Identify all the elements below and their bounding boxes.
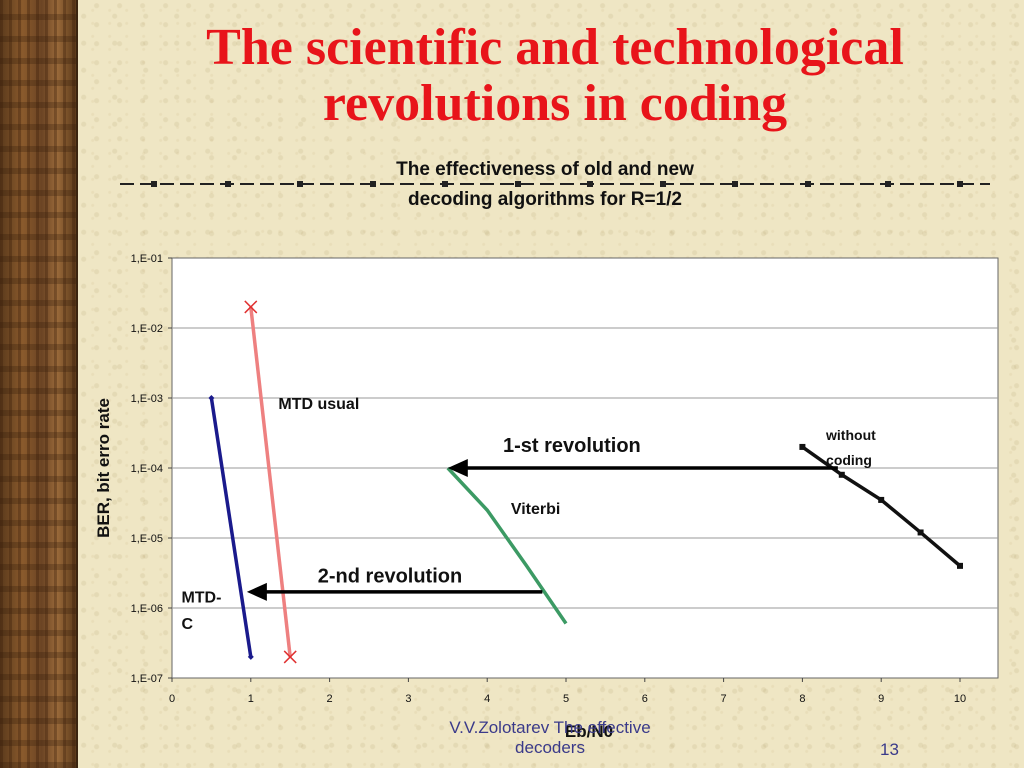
data-point-without-coding <box>838 471 845 478</box>
series-line-mtd-usual <box>249 306 292 658</box>
data-point-mtd-c <box>208 395 215 401</box>
chart-title-line-1: The effectiveness of old and new <box>396 159 694 180</box>
annotation-c: C <box>181 616 193 633</box>
footer-credit: V.V.Zolotarev The effective decoders <box>420 718 680 758</box>
x-tick-label: 3 <box>405 693 411 705</box>
x-tick-label: 5 <box>563 693 569 705</box>
chart-title-line-2: decoding algorithms for R=1/2 <box>408 189 682 210</box>
data-point-without-coding <box>917 529 924 536</box>
arrow-head-2-nd-revolution <box>246 582 267 601</box>
y-tick-label: 1,E-02 <box>131 323 163 335</box>
x-tick-label: 1 <box>248 693 254 705</box>
x-tick-label: 10 <box>954 693 966 705</box>
y-axis-label: BER, bit erro rate <box>94 398 113 538</box>
data-point-mtd-usual <box>244 300 258 314</box>
x-tick-label: 8 <box>799 693 805 705</box>
footer-line-1: V.V.Zolotarev The effective <box>449 718 651 737</box>
y-tick-label: 1,E-01 <box>131 253 163 265</box>
title-line-1: The scientific and technological <box>206 19 904 76</box>
annotation-coding: coding <box>826 452 872 468</box>
slide-title: The scientific and technological revolut… <box>110 20 1000 132</box>
title-line-2: revolutions in coding <box>322 75 788 132</box>
annotation-mtd: MTD- <box>181 589 221 606</box>
decorative-divider <box>120 181 990 187</box>
data-point-mtd-usual <box>283 650 297 664</box>
y-tick-label: 1,E-06 <box>131 603 163 615</box>
y-tick-label: 1,E-04 <box>131 463 163 475</box>
series-line-mtd-c <box>209 397 253 658</box>
data-point-mtd-c <box>247 653 254 660</box>
annotation-2-nd-revolution: 2-nd revolution <box>318 566 462 588</box>
series-line-viterbi <box>446 466 568 625</box>
wood-border <box>0 0 78 768</box>
data-point-without-coding <box>799 443 806 450</box>
y-tick-label: 1,E-07 <box>131 673 163 685</box>
footer-line-2: decoders <box>515 738 585 757</box>
arrow-head-1-st-revolution <box>447 459 468 477</box>
data-point-without-coding <box>957 562 963 569</box>
data-point-without-coding <box>878 496 885 503</box>
x-axis-label: Eb/N0 <box>565 722 613 741</box>
page-number: 13 <box>880 740 899 759</box>
annotation-without: without <box>825 427 876 443</box>
y-tick-label: 1,E-05 <box>131 533 163 545</box>
annotation-1-st-revolution: 1-st revolution <box>503 435 641 457</box>
x-tick-label: 7 <box>721 693 727 705</box>
x-tick-label: 0 <box>169 693 175 705</box>
y-tick-label: 1,E-03 <box>131 393 163 405</box>
chart-title: The effectiveness of old and new decodin… <box>300 155 790 215</box>
annotation-mtd-usual: MTD usual <box>278 396 359 413</box>
x-tick-label: 4 <box>484 693 490 705</box>
x-tick-label: 2 <box>327 693 333 705</box>
x-tick-label: 6 <box>642 693 648 705</box>
annotation-viterbi: Viterbi <box>511 501 560 518</box>
x-tick-label: 9 <box>878 693 884 705</box>
